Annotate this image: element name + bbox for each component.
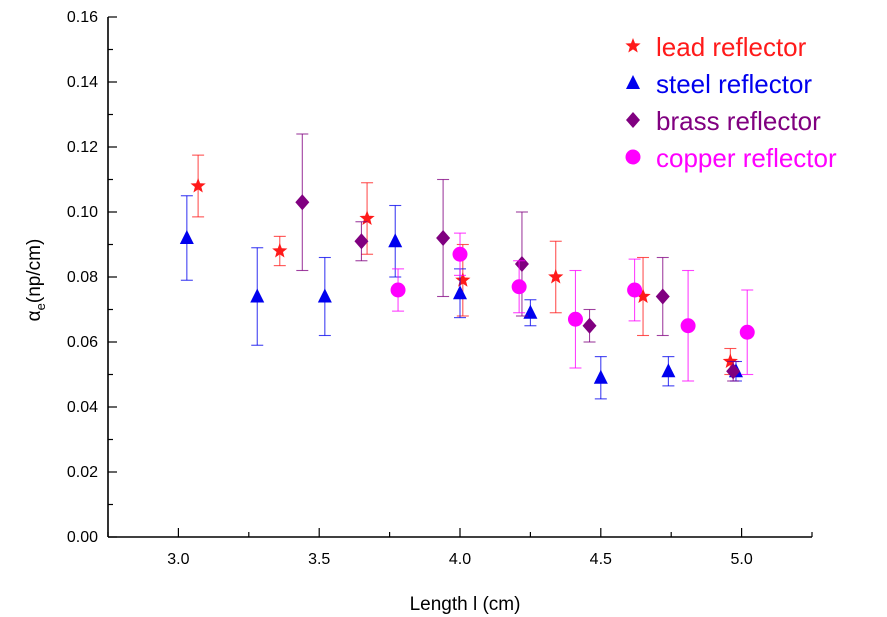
y-tick-label: 0.00 bbox=[67, 529, 98, 546]
legend-label-steel: steel reflector bbox=[656, 69, 812, 99]
data-point-brass bbox=[436, 230, 451, 246]
data-point-lead bbox=[272, 243, 288, 258]
y-tick-label: 0.06 bbox=[67, 334, 98, 351]
x-tick-label: 3.0 bbox=[167, 551, 189, 568]
data-point-steel bbox=[179, 230, 194, 244]
data-points bbox=[179, 133, 755, 400]
y-tick-label: 0.08 bbox=[67, 269, 98, 286]
x-tick-label: 5.0 bbox=[730, 551, 752, 568]
data-point-brass bbox=[582, 317, 597, 334]
legend-item-brass: brass reflector bbox=[626, 106, 821, 136]
data-point-lead bbox=[548, 269, 564, 284]
series-copper bbox=[390, 232, 755, 382]
data-point-brass bbox=[295, 194, 310, 211]
legend-item-copper: copper reflector bbox=[625, 143, 837, 173]
data-point-steel bbox=[661, 363, 676, 378]
x-axis-title: Length l (cm) bbox=[410, 594, 521, 615]
data-point-steel bbox=[453, 285, 467, 300]
data-point-copper bbox=[452, 246, 468, 262]
series-lead bbox=[190, 154, 738, 376]
data-point-brass bbox=[655, 288, 670, 305]
data-point-steel bbox=[593, 369, 608, 384]
y-tick-label: 0.14 bbox=[67, 74, 98, 91]
data-point-steel bbox=[250, 288, 265, 303]
y-axis-title: αe(np/cm) bbox=[24, 239, 48, 322]
ticks: 0.00 0.02 0.04 0.06 0.08 0.10 0.12 0.14 0.16 3.0 3… bbox=[67, 9, 813, 568]
x-tick-label: 4.0 bbox=[449, 551, 471, 568]
data-point-copper bbox=[627, 282, 643, 298]
legend: lead reflector steel reflector brass refle… bbox=[625, 32, 837, 173]
data-point-lead bbox=[455, 272, 471, 287]
legend-marker-steel bbox=[626, 75, 640, 89]
data-point-brass bbox=[726, 363, 741, 380]
data-point-lead bbox=[722, 353, 738, 368]
y-axis-title-unit: (np/cm) bbox=[24, 239, 45, 303]
legend-label-copper: copper reflector bbox=[656, 143, 837, 173]
legend-marker-brass bbox=[626, 112, 640, 128]
y-tick-label: 0.10 bbox=[67, 204, 98, 221]
data-point-steel bbox=[388, 233, 403, 248]
x-tick-label: 3.5 bbox=[308, 551, 330, 568]
data-point-copper bbox=[739, 324, 755, 340]
y-tick-label: 0.02 bbox=[67, 464, 98, 481]
data-point-copper bbox=[390, 282, 406, 298]
data-point-brass bbox=[354, 233, 369, 250]
data-point-steel bbox=[317, 288, 332, 303]
data-point-steel bbox=[523, 304, 538, 319]
legend-item-lead: lead reflector bbox=[625, 32, 807, 62]
data-point-lead bbox=[635, 288, 651, 303]
legend-marker-lead bbox=[625, 38, 641, 53]
legend-label-lead: lead reflector bbox=[656, 32, 807, 62]
series-brass bbox=[295, 133, 741, 382]
legend-label-brass: brass reflector bbox=[656, 106, 821, 136]
y-tick-label: 0.12 bbox=[67, 139, 98, 156]
y-axis-title-symbol: α bbox=[24, 310, 45, 321]
legend-marker-copper bbox=[625, 149, 641, 165]
data-point-copper bbox=[680, 318, 696, 334]
data-point-copper bbox=[511, 279, 527, 295]
y-axis-title-subscript: e bbox=[33, 303, 48, 310]
y-tick-label: 0.16 bbox=[67, 9, 98, 26]
legend-item-steel: steel reflector bbox=[626, 69, 812, 99]
y-tick-label: 0.04 bbox=[67, 399, 98, 416]
data-point-lead bbox=[359, 210, 375, 225]
data-point-brass bbox=[514, 256, 529, 272]
x-tick-label: 4.5 bbox=[590, 551, 612, 568]
data-point-lead bbox=[190, 178, 206, 193]
data-point-copper bbox=[567, 311, 583, 327]
